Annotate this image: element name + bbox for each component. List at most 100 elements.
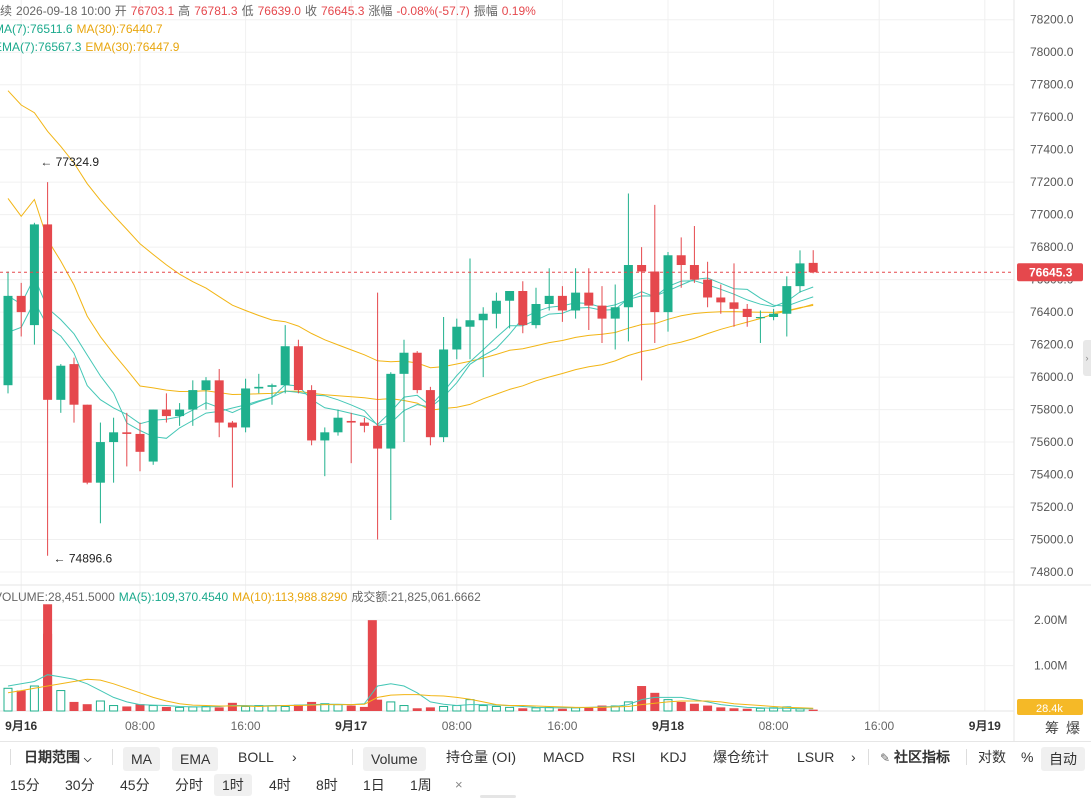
interval-toolbar: 15分 30分 45分 分时 1时 4时 8时 1日 1周 × (0, 771, 1091, 798)
y-tick-label: 75000.0 (1030, 533, 1074, 547)
interval-6[interactable]: 8时 (316, 777, 338, 793)
vol-2: MA(10):113,988.8290 (232, 590, 348, 604)
candle-body (82, 404, 92, 483)
horizontal-scrollbar[interactable] (480, 795, 516, 798)
y-tick-label: 77800.0 (1030, 78, 1074, 92)
interval-7[interactable]: 1日 (363, 777, 385, 793)
candle-body (452, 326, 462, 350)
volume-bar (584, 707, 594, 711)
candle-body (808, 262, 818, 273)
y-tick-label: 76000.0 (1030, 370, 1074, 384)
ema-button[interactable]: EMA (172, 747, 219, 771)
percent-scale-button[interactable]: % (1021, 749, 1034, 765)
volume-bar (293, 704, 303, 711)
x-tick-label: 08:00 (759, 719, 789, 733)
volume-bar (135, 704, 145, 711)
candle-body (254, 386, 264, 389)
candle-body (610, 307, 620, 319)
y-tick-label: 76400.0 (1030, 305, 1074, 319)
candle-body (544, 295, 554, 304)
y-tick-label: 78200.0 (1030, 13, 1074, 27)
date-range-button[interactable]: 日期范围 ⌵ (24, 749, 92, 765)
line1-10: 涨幅 (368, 4, 393, 18)
lsur-button[interactable]: LSUR (797, 749, 835, 765)
candle-body (267, 385, 277, 387)
community-indicators-button[interactable]: ✎ 社区指标 (880, 749, 950, 765)
volume-bar (82, 704, 92, 711)
interval-1[interactable]: 30分 (65, 777, 95, 793)
line1-9: 76645.3 (321, 4, 365, 18)
candle-body (399, 352, 409, 374)
candle-body (16, 295, 26, 313)
candle-body (637, 265, 647, 272)
volume-bar (650, 692, 660, 711)
candle-body (320, 432, 330, 441)
extreme-price-annotation: ← 74896.6 (54, 551, 113, 565)
y-tick-label: 75800.0 (1030, 403, 1074, 417)
candle-body (386, 373, 396, 449)
volume-bar (439, 705, 449, 712)
log-scale-button[interactable]: 对数 (978, 749, 1006, 765)
volume-bar (214, 707, 224, 711)
collapse-panel-handle[interactable]: › (1083, 340, 1091, 376)
interval-4[interactable]: 1时 (214, 774, 252, 796)
volume-bar (465, 699, 475, 712)
ma30-line (7, 198, 814, 411)
interval-8[interactable]: 1周 (410, 777, 432, 793)
close-icon[interactable]: × (455, 777, 463, 792)
indicator-toolbar: 日期范围 ⌵ MA EMA BOLL › Volume 持仓量 (OI) MAC… (0, 741, 1091, 772)
last-price-label: 76645.3 (1029, 265, 1073, 279)
volume-bar (637, 686, 647, 711)
volume-bar (491, 705, 501, 712)
volume-bar (808, 709, 818, 711)
volume-bar (175, 706, 185, 712)
candle-body (29, 224, 39, 326)
candle-body (346, 420, 356, 423)
more-indicators-button[interactable]: › (851, 749, 856, 765)
more-overlays-button[interactable]: › (292, 749, 297, 765)
x-tick-label: 9月16 (5, 719, 37, 733)
oi-button[interactable]: 持仓量 (OI) (446, 749, 516, 765)
candle-body (584, 292, 594, 306)
ma-legend: MA(7):76511.6 MA(30):76440.7 (0, 22, 167, 36)
interval-0[interactable]: 15分 (10, 777, 40, 793)
interval-2[interactable]: 45分 (120, 777, 150, 793)
line1-0: 永续 (0, 4, 13, 18)
interval-5[interactable]: 4时 (269, 777, 291, 793)
extreme-price-annotation: ← 77324.9 (40, 155, 99, 169)
price-chart[interactable]: 78200.0 78000.0 77800.0 77600.0 77400.0 77200… (0, 0, 1091, 741)
line1-13: 0.19% (501, 4, 536, 18)
y-tick-label: 77200.0 (1030, 175, 1074, 189)
ma-button[interactable]: MA (123, 747, 160, 771)
candle-body (439, 349, 449, 438)
candle-body (373, 425, 383, 449)
kdj-button[interactable]: KDJ (660, 749, 687, 765)
x-tick-label: 16:00 (864, 719, 894, 733)
volume-bar (425, 707, 435, 711)
candle-body (531, 303, 541, 326)
interval-3[interactable]: 分时 (175, 777, 203, 793)
x-tick-label: 16:00 (231, 719, 261, 733)
volume-bar (161, 706, 171, 711)
rsi-button[interactable]: RSI (612, 749, 636, 765)
candle-body (465, 320, 475, 327)
macd-button[interactable]: MACD (543, 749, 585, 765)
volume-button[interactable]: Volume (363, 747, 426, 771)
volume-bar (399, 705, 409, 712)
volume-bar (478, 705, 488, 712)
volume-bar (412, 708, 422, 711)
volume-legend: VOLUME:28,451.5000 MA(5):109,370.4540 MA(1… (0, 590, 485, 604)
volume-ma10-line (7, 678, 814, 709)
vol-3: 成交额:21,825,061.6662 (351, 590, 481, 604)
auto-scale-button[interactable]: 自动 (1041, 747, 1085, 771)
volume-bar (3, 687, 13, 712)
y-tick-label: 78000.0 (1030, 45, 1074, 59)
boll-button[interactable]: BOLL (238, 749, 274, 765)
volume-bar (373, 699, 383, 711)
volume-bar (703, 705, 713, 711)
volume-bar (56, 690, 66, 712)
candle-body (571, 292, 581, 311)
volume-bar (16, 690, 26, 711)
liquidation-button[interactable]: 爆仓统计 (713, 749, 769, 765)
candle-body (557, 295, 567, 311)
